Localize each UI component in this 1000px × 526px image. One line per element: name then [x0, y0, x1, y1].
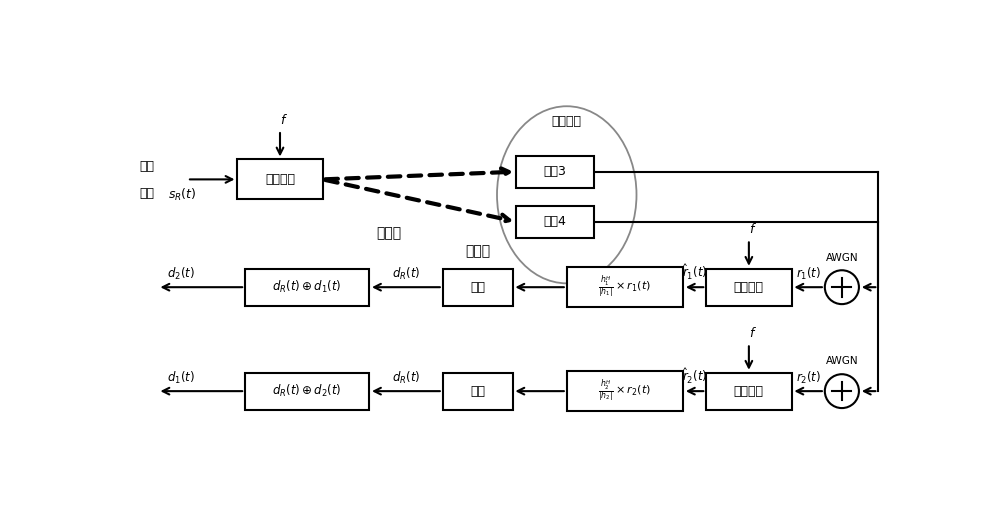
- Text: $s_R(t)$: $s_R(t)$: [168, 187, 196, 203]
- Text: 载波调制: 载波调制: [265, 173, 295, 186]
- FancyBboxPatch shape: [443, 269, 512, 306]
- Text: $\frac{h_2^H}{|h_2|}\times r_2(t)$: $\frac{h_2^H}{|h_2|}\times r_2(t)$: [598, 379, 651, 403]
- Text: $r_2(t)$: $r_2(t)$: [796, 370, 821, 386]
- FancyBboxPatch shape: [237, 159, 323, 199]
- FancyBboxPatch shape: [706, 269, 792, 306]
- Text: 判决: 判决: [470, 281, 485, 294]
- Text: $r_1(t)$: $r_1(t)$: [796, 266, 821, 282]
- FancyBboxPatch shape: [245, 372, 369, 410]
- FancyBboxPatch shape: [516, 206, 594, 238]
- FancyBboxPatch shape: [706, 372, 792, 410]
- Text: $f$: $f$: [280, 113, 288, 127]
- Text: 信道3: 信道3: [544, 165, 567, 178]
- Text: 广播: 广播: [139, 160, 154, 173]
- Text: $d_1(t)$: $d_1(t)$: [167, 370, 195, 386]
- Text: $d_R(t)$: $d_R(t)$: [392, 266, 420, 282]
- Text: 中继端: 中继端: [376, 226, 401, 240]
- Text: $d_R(t)\oplus d_1(t)$: $d_R(t)\oplus d_1(t)$: [272, 279, 342, 295]
- FancyBboxPatch shape: [516, 156, 594, 188]
- Text: $f$: $f$: [749, 326, 757, 340]
- Text: 载波解调: 载波解调: [734, 385, 764, 398]
- Text: $f$: $f$: [749, 222, 757, 236]
- Circle shape: [825, 374, 859, 408]
- Text: $\hat{r}_2(t)$: $\hat{r}_2(t)$: [682, 367, 707, 386]
- Text: $d_R(t)\oplus d_2(t)$: $d_R(t)\oplus d_2(t)$: [272, 383, 342, 399]
- Text: $\hat{r}_1(t)$: $\hat{r}_1(t)$: [682, 262, 707, 282]
- Circle shape: [825, 270, 859, 304]
- Text: $\frac{h_1^H}{|h_1|}\times r_1(t)$: $\frac{h_1^H}{|h_1|}\times r_1(t)$: [598, 275, 651, 299]
- Text: $d_2(t)$: $d_2(t)$: [167, 266, 195, 282]
- Text: 判决: 判决: [470, 385, 485, 398]
- Text: 广播信道: 广播信道: [552, 116, 582, 128]
- FancyBboxPatch shape: [567, 371, 683, 411]
- Text: $d_R(t)$: $d_R(t)$: [392, 370, 420, 386]
- Text: AWGN: AWGN: [826, 252, 858, 262]
- Text: 信道4: 信道4: [544, 215, 567, 228]
- Text: 信源端: 信源端: [465, 244, 490, 258]
- FancyBboxPatch shape: [245, 269, 369, 306]
- Text: 载波解调: 载波解调: [734, 281, 764, 294]
- Text: 信号: 信号: [139, 187, 154, 200]
- Text: AWGN: AWGN: [826, 357, 858, 367]
- FancyBboxPatch shape: [443, 372, 512, 410]
- FancyBboxPatch shape: [567, 267, 683, 307]
